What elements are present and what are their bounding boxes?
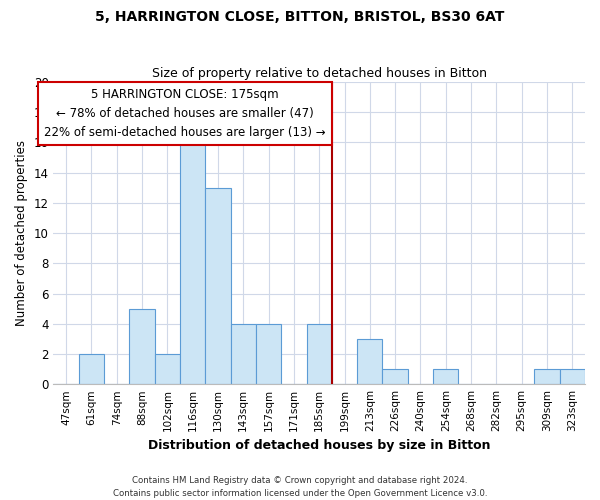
Text: 5 HARRINGTON CLOSE: 175sqm
← 78% of detached houses are smaller (47)
22% of semi: 5 HARRINGTON CLOSE: 175sqm ← 78% of deta… xyxy=(44,88,326,139)
Bar xyxy=(230,324,256,384)
Bar xyxy=(155,354,180,384)
Text: Contains HM Land Registry data © Crown copyright and database right 2024.
Contai: Contains HM Land Registry data © Crown c… xyxy=(113,476,487,498)
Bar xyxy=(357,339,382,384)
Bar xyxy=(382,369,408,384)
Bar xyxy=(560,369,585,384)
X-axis label: Distribution of detached houses by size in Bitton: Distribution of detached houses by size … xyxy=(148,440,490,452)
Bar xyxy=(256,324,281,384)
Bar xyxy=(307,324,332,384)
Bar xyxy=(79,354,104,384)
Text: 5, HARRINGTON CLOSE, BITTON, BRISTOL, BS30 6AT: 5, HARRINGTON CLOSE, BITTON, BRISTOL, BS… xyxy=(95,10,505,24)
Bar xyxy=(130,308,155,384)
Bar xyxy=(433,369,458,384)
Y-axis label: Number of detached properties: Number of detached properties xyxy=(15,140,28,326)
Bar xyxy=(180,142,205,384)
Bar xyxy=(205,188,230,384)
Title: Size of property relative to detached houses in Bitton: Size of property relative to detached ho… xyxy=(152,66,487,80)
Bar xyxy=(535,369,560,384)
